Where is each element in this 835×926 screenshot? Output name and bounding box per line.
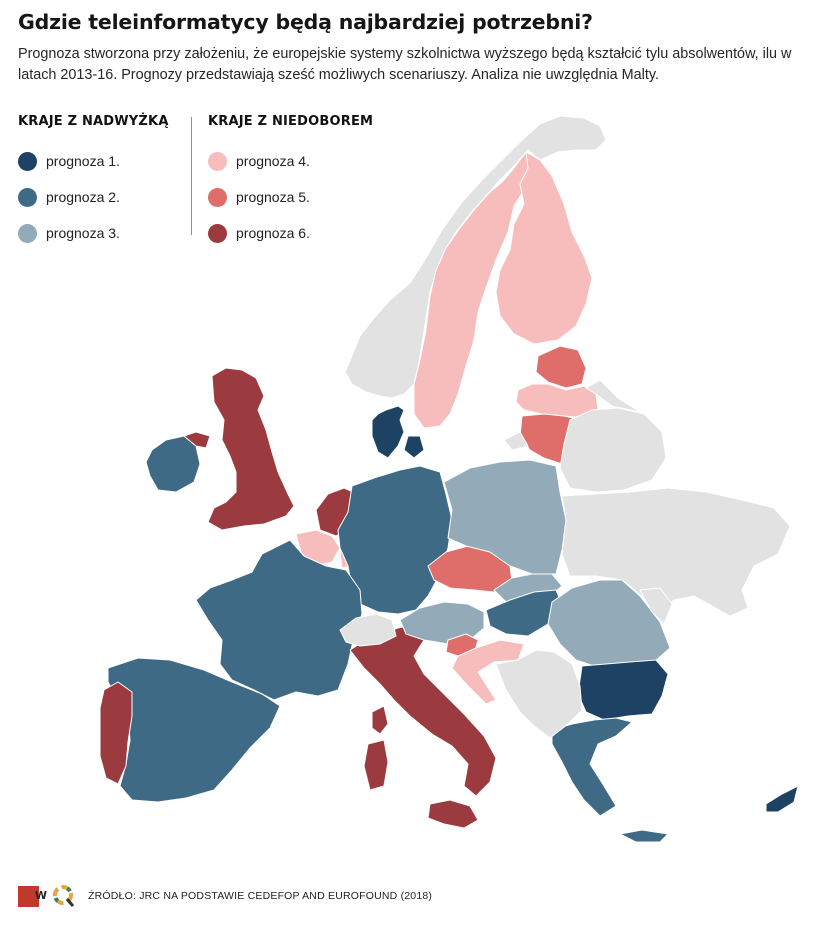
country-ukraine [561, 487, 791, 617]
legend-surplus-heading: KRAJE Z NADWYŻKĄ [18, 114, 169, 129]
country-greece [551, 717, 633, 817]
legend-swatch-scenario-1 [18, 151, 37, 171]
legend-shortage: KRAJE Z NIEDOBOREM prognoza 4. prognoza … [208, 114, 373, 251]
legend-label-scenario-4: prognoza 4. [236, 153, 310, 169]
legend-swatch-scenario-6 [208, 223, 227, 243]
legend-swatch-scenario-4 [208, 151, 227, 171]
country-italy [427, 799, 479, 829]
legend-item-scenario-1: prognoza 1. [18, 143, 169, 179]
quiz-logo-icon [53, 885, 75, 907]
country-greece [619, 829, 669, 843]
legend-label-scenario-6: prognoza 6. [236, 225, 310, 241]
country-finland [495, 151, 593, 345]
country-moldova [639, 587, 673, 625]
legend-swatch-scenario-2 [18, 187, 37, 207]
country-ireland [145, 435, 201, 493]
country-bulgaria [577, 659, 669, 721]
footer: ŹRÓDŁO: JRC NA PODSTAWIE CEDEFOP AND EUR… [18, 883, 432, 909]
country-austria [399, 601, 485, 645]
country-portugal [99, 681, 133, 785]
country-croatia [451, 639, 525, 705]
legend-swatch-scenario-5 [208, 187, 227, 207]
publisher-logo [18, 885, 47, 907]
chart-title: Gdzie teleinformatycy będą najbardziej p… [18, 10, 593, 34]
legend-item-scenario-4: prognoza 4. [208, 143, 373, 179]
legend-label-scenario-3: prognoza 3. [46, 225, 120, 241]
country-estonia [535, 345, 587, 389]
country-belarus [559, 407, 667, 493]
country-russia-kaliningrad [585, 379, 641, 413]
legend-item-scenario-5: prognoza 5. [208, 179, 373, 215]
country-france [195, 539, 363, 701]
country-italy [371, 705, 389, 735]
legend-item-scenario-2: prognoza 2. [18, 179, 169, 215]
legend-swatch-scenario-3 [18, 223, 37, 243]
legend-item-scenario-6: prognoza 6. [208, 215, 373, 251]
country-denmark [371, 405, 405, 459]
legend-label-scenario-5: prognoza 5. [236, 189, 310, 205]
country-germany [337, 465, 453, 615]
legend-label-scenario-1: prognoza 1. [46, 153, 120, 169]
country-switzerland [339, 613, 397, 647]
legend-divider [191, 117, 192, 235]
legend-shortage-heading: KRAJE Z NIEDOBOREM [208, 114, 374, 129]
country-poland [443, 459, 567, 575]
country-western-balkans [495, 649, 583, 739]
country-united-kingdom [183, 431, 211, 449]
country-romania [547, 579, 671, 669]
legend-item-scenario-3: prognoza 3. [18, 215, 169, 251]
country-cyprus [765, 785, 799, 813]
country-united-kingdom [207, 367, 295, 531]
chart-subtitle: Prognoza stworzona przy założeniu, że eu… [18, 46, 792, 83]
country-italy [363, 739, 389, 791]
legend-surplus: KRAJE Z NADWYŻKĄ prognoza 1. prognoza 2.… [18, 114, 169, 251]
country-russia-kaliningrad [503, 431, 529, 451]
country-denmark [403, 435, 425, 459]
legend-label-scenario-2: prognoza 2. [46, 189, 120, 205]
source-note: ŹRÓDŁO: JRC NA PODSTAWIE CEDEFOP AND EUR… [88, 890, 433, 902]
